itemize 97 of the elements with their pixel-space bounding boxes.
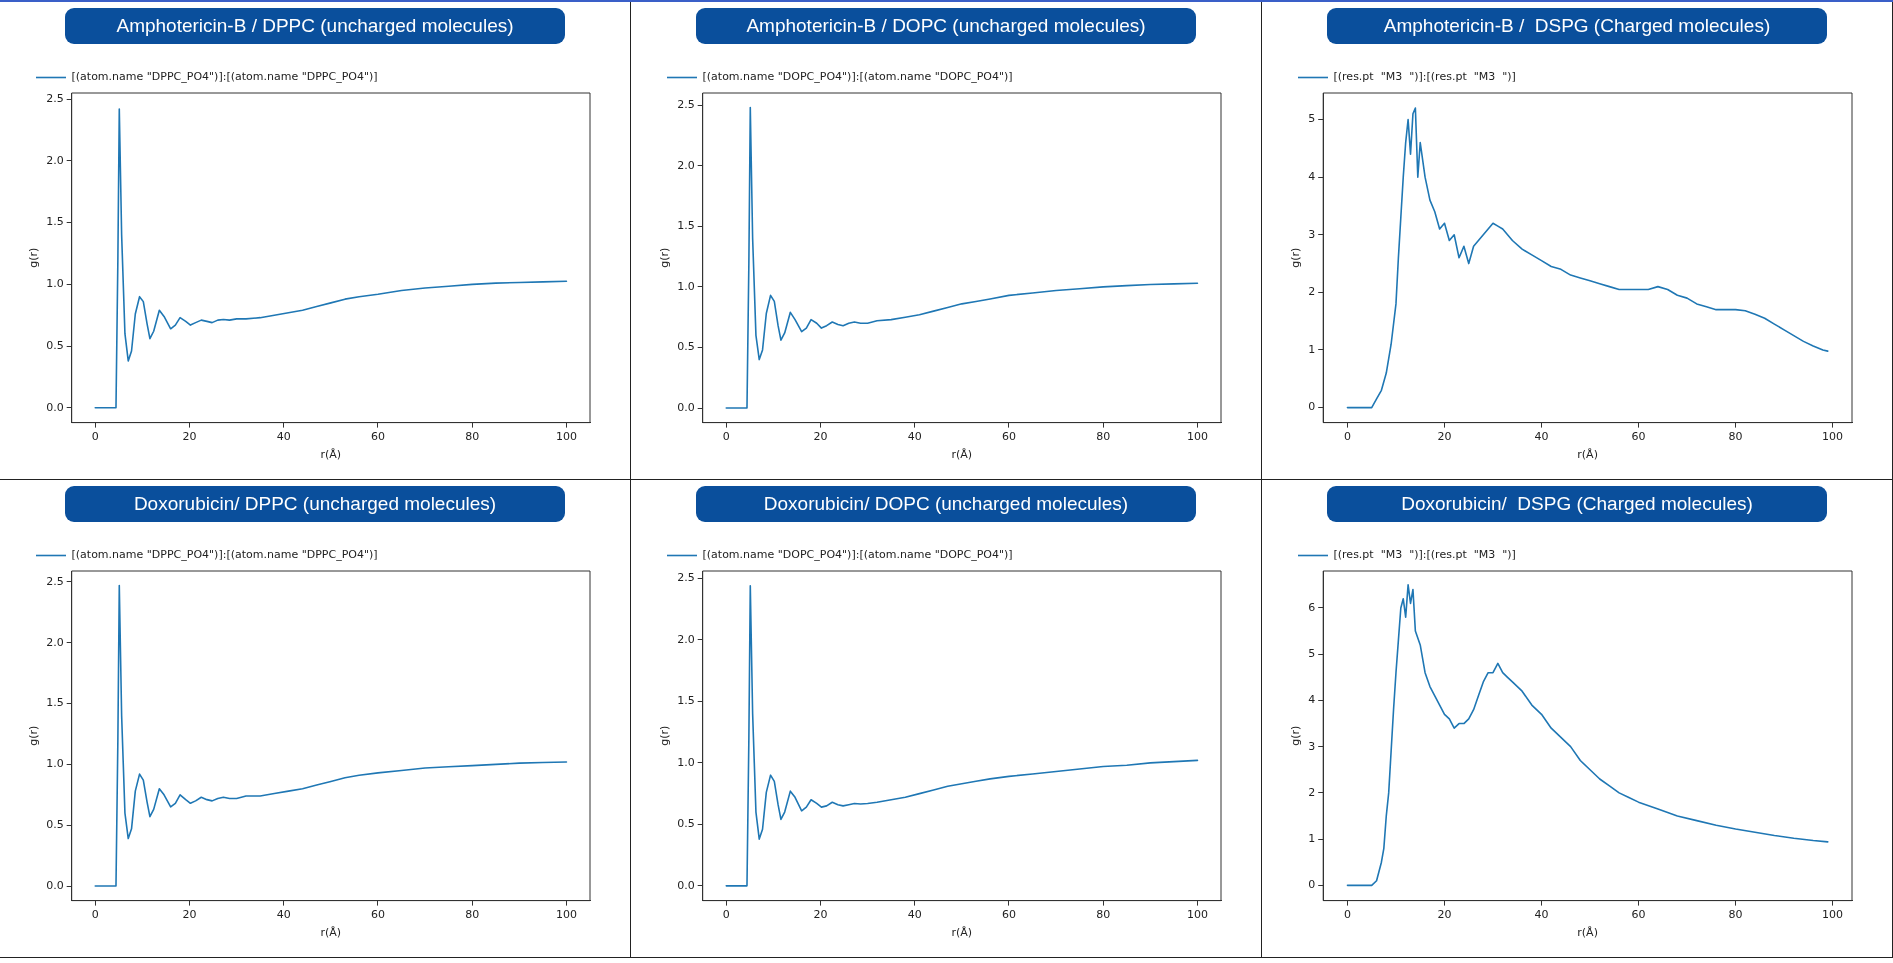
x-tick-label: 60 bbox=[1631, 908, 1646, 922]
legend-label: [(atom.name "DOPC_PO4")]:[(atom.name "DOPC_PO4")] bbox=[702, 548, 1013, 562]
x-tick-label: 0 bbox=[1343, 908, 1351, 922]
y-tick-label: 4 bbox=[1308, 169, 1316, 183]
y-tick-label: 1.0 bbox=[46, 757, 64, 771]
chart-title: Doxorubicin/ DOPC (uncharged molecules) bbox=[696, 486, 1196, 522]
y-tick-label: 1 bbox=[1308, 831, 1316, 845]
y-tick-label: 1.5 bbox=[677, 219, 695, 233]
y-axis-title: g(r) bbox=[27, 247, 41, 268]
y-tick-label: 2.0 bbox=[677, 632, 695, 646]
y-tick-label: 0 bbox=[1308, 878, 1316, 892]
y-tick-label: 1.5 bbox=[46, 215, 64, 229]
y-tick-label: 2.5 bbox=[46, 574, 64, 588]
chart-title: Doxorubicin/ DPPC (uncharged molecules) bbox=[65, 486, 565, 522]
x-tick-label: 0 bbox=[1343, 430, 1351, 444]
x-tick-label: 60 bbox=[1001, 908, 1016, 922]
y-tick-label: 0.5 bbox=[677, 340, 695, 354]
x-axis-title: r(Å) bbox=[1577, 926, 1598, 940]
y-axis-title: g(r) bbox=[1289, 725, 1303, 746]
y-axis-title: g(r) bbox=[658, 725, 672, 746]
x-tick-label: 60 bbox=[370, 908, 385, 922]
x-tick-label: 80 bbox=[465, 430, 480, 444]
x-tick-label: 20 bbox=[1437, 430, 1452, 444]
y-tick-label: 0 bbox=[1308, 400, 1316, 414]
y-tick-label: 2.5 bbox=[677, 571, 695, 585]
x-tick-label: 100 bbox=[555, 430, 577, 444]
y-tick-label: 1.0 bbox=[677, 755, 695, 769]
y-tick-label: 0.5 bbox=[677, 817, 695, 831]
chart-title: Doxorubicin/ DSPG (Charged molecules) bbox=[1327, 486, 1827, 522]
y-tick-label: 3 bbox=[1308, 227, 1316, 241]
y-tick-label: 4 bbox=[1308, 693, 1316, 707]
x-tick-label: 80 bbox=[1728, 430, 1743, 444]
x-tick-label: 0 bbox=[91, 908, 99, 922]
y-tick-label: 1.5 bbox=[677, 694, 695, 708]
y-tick-label: 2.5 bbox=[677, 97, 695, 111]
x-tick-label: 100 bbox=[555, 908, 577, 922]
y-tick-label: 2.0 bbox=[46, 635, 64, 649]
x-tick-label: 80 bbox=[1096, 908, 1111, 922]
y-tick-label: 1.0 bbox=[677, 279, 695, 293]
x-tick-label: 40 bbox=[276, 430, 291, 444]
x-tick-label: 80 bbox=[1096, 430, 1111, 444]
x-tick-label: 40 bbox=[907, 430, 922, 444]
y-tick-label: 0.0 bbox=[46, 878, 64, 892]
x-tick-label: 40 bbox=[1534, 430, 1549, 444]
y-axis-title: g(r) bbox=[1289, 247, 1303, 268]
y-tick-label: 1 bbox=[1308, 342, 1316, 356]
y-tick-label: 0.5 bbox=[46, 818, 64, 832]
x-tick-label: 40 bbox=[907, 908, 922, 922]
x-axis-title: r(Å) bbox=[320, 448, 342, 462]
x-tick-label: 80 bbox=[465, 908, 480, 922]
y-tick-label: 2.0 bbox=[46, 153, 64, 167]
y-tick-label: 6 bbox=[1308, 600, 1316, 614]
x-tick-label: 100 bbox=[1822, 430, 1844, 444]
chart-title: Amphotericin-B / DOPC (uncharged molecules) bbox=[696, 8, 1196, 44]
y-axis-title: g(r) bbox=[27, 725, 41, 746]
x-tick-label: 40 bbox=[276, 908, 291, 922]
x-tick-label: 20 bbox=[1437, 908, 1452, 922]
legend-label: [(res.pt "M3 ")]:[(res.pt "M3 ")] bbox=[1333, 70, 1516, 84]
x-tick-label: 0 bbox=[722, 430, 730, 444]
x-tick-label: 20 bbox=[182, 430, 197, 444]
chart-title: Amphotericin-B / DSPG (Charged molecules) bbox=[1327, 8, 1827, 44]
x-tick-label: 20 bbox=[182, 908, 197, 922]
x-tick-label: 40 bbox=[1534, 908, 1549, 922]
y-tick-label: 2.0 bbox=[677, 158, 695, 172]
y-tick-label: 5 bbox=[1308, 112, 1316, 126]
y-tick-label: 1.5 bbox=[46, 696, 64, 710]
legend-label: [(atom.name "DPPC_PO4")]:[(atom.name "DPPC_PO4")] bbox=[71, 548, 378, 562]
y-tick-label: 2 bbox=[1308, 785, 1316, 799]
legend-label: [(atom.name "DOPC_PO4")]:[(atom.name "DOPC_PO4")] bbox=[702, 70, 1013, 84]
x-tick-label: 0 bbox=[91, 430, 99, 444]
y-tick-label: 3 bbox=[1308, 739, 1316, 753]
y-axis-title: g(r) bbox=[658, 247, 672, 268]
x-tick-label: 20 bbox=[813, 908, 828, 922]
x-axis-title: r(Å) bbox=[951, 448, 973, 462]
x-tick-label: 20 bbox=[813, 430, 828, 444]
x-axis-title: r(Å) bbox=[320, 926, 342, 940]
x-axis-title: r(Å) bbox=[1577, 448, 1598, 462]
x-tick-label: 100 bbox=[1822, 908, 1844, 922]
y-tick-label: 2 bbox=[1308, 285, 1316, 299]
x-tick-label: 80 bbox=[1728, 908, 1743, 922]
y-tick-label: 1.0 bbox=[46, 277, 64, 291]
legend-label: [(res.pt "M3 ")]:[(res.pt "M3 ")] bbox=[1333, 548, 1516, 562]
x-tick-label: 60 bbox=[1631, 430, 1646, 444]
y-tick-label: 0.0 bbox=[46, 400, 64, 414]
y-tick-label: 0.0 bbox=[677, 878, 695, 892]
x-tick-label: 60 bbox=[370, 430, 385, 444]
x-tick-label: 60 bbox=[1001, 430, 1016, 444]
x-axis-title: r(Å) bbox=[951, 926, 973, 940]
x-tick-label: 100 bbox=[1186, 430, 1208, 444]
y-tick-label: 0.0 bbox=[677, 400, 695, 414]
legend-label: [(atom.name "DPPC_PO4")]:[(atom.name "DPPC_PO4")] bbox=[71, 70, 378, 84]
x-tick-label: 100 bbox=[1186, 908, 1208, 922]
y-tick-label: 5 bbox=[1308, 647, 1316, 661]
y-tick-label: 0.5 bbox=[46, 338, 64, 352]
x-tick-label: 0 bbox=[722, 908, 730, 922]
y-tick-label: 2.5 bbox=[46, 92, 64, 106]
chart-title: Amphotericin-B / DPPC (uncharged molecules) bbox=[65, 8, 565, 44]
